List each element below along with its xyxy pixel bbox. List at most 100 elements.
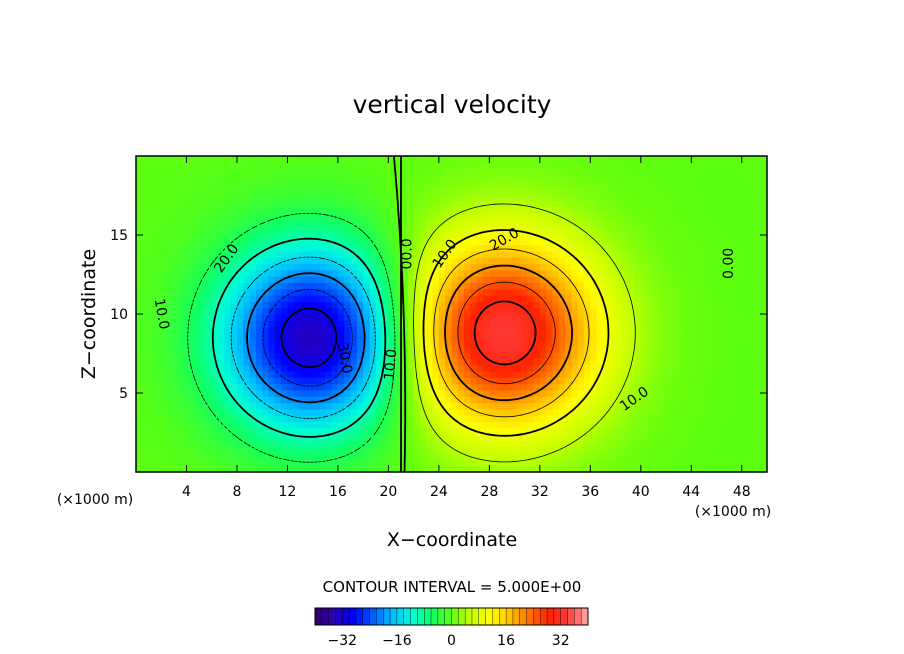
field-cell [741, 465, 749, 472]
field-cell [167, 408, 175, 416]
field-cell [224, 427, 232, 435]
field-cell [230, 389, 238, 397]
field-cell [432, 389, 440, 397]
field-cell [653, 301, 661, 309]
field-cell [640, 440, 648, 448]
field-cell [426, 269, 434, 277]
field-cell [678, 174, 686, 182]
field-cell [590, 339, 598, 347]
field-cell [293, 295, 301, 302]
field-cell [489, 288, 497, 296]
field-cell [312, 427, 320, 435]
field-cell [615, 434, 623, 441]
field-cell [274, 219, 282, 227]
field-cell [426, 314, 434, 321]
field-cell [647, 276, 655, 283]
field-cell [729, 212, 737, 220]
field-cell [243, 415, 251, 423]
field-cell [596, 168, 604, 176]
field-cell [211, 276, 219, 283]
field-cell [527, 326, 535, 334]
field-cell [716, 225, 724, 233]
field-cell [255, 320, 263, 328]
field-cell [577, 162, 585, 170]
field-cell [236, 250, 244, 258]
field-cell [243, 200, 251, 208]
field-cell [331, 193, 339, 201]
field-cell [748, 263, 755, 271]
field-cell [710, 326, 718, 334]
field-cell [697, 187, 705, 195]
field-cell [243, 276, 251, 283]
field-cell [287, 427, 295, 435]
field-cell [287, 459, 295, 467]
field-cell [678, 459, 686, 467]
field-cell [760, 187, 767, 195]
field-cell [621, 200, 629, 208]
field-cell [344, 276, 352, 283]
field-cell [363, 320, 371, 328]
field-cell [609, 314, 617, 321]
field-cell [192, 465, 200, 472]
field-cell [527, 301, 535, 309]
field-cell [760, 383, 767, 391]
field-cell [388, 345, 396, 353]
field-cell [344, 269, 352, 277]
field-cell [684, 212, 692, 220]
field-cell [514, 459, 522, 467]
field-cell [306, 212, 314, 220]
field-cell [268, 440, 276, 448]
field-cell [476, 459, 484, 467]
field-cell [300, 453, 307, 460]
field-cell [640, 282, 648, 290]
field-cell [659, 314, 667, 321]
field-cell [369, 257, 377, 265]
field-cell [306, 301, 314, 309]
field-cell [407, 402, 415, 410]
field-cell [413, 389, 421, 397]
field-cell [628, 459, 636, 467]
field-cell [634, 358, 642, 366]
field-cell [230, 307, 238, 315]
field-cell [426, 440, 434, 448]
field-cell [527, 257, 535, 265]
field-cell [224, 187, 232, 195]
field-cell [653, 415, 661, 423]
field-cell [356, 446, 364, 454]
field-cell [287, 238, 295, 246]
field-cell [363, 415, 371, 423]
field-cell [325, 415, 333, 423]
field-cell [628, 193, 636, 201]
field-cell [255, 402, 263, 410]
field-cell [375, 276, 383, 283]
field-cell [520, 181, 528, 189]
field-cell [445, 276, 453, 283]
field-cell [640, 295, 648, 302]
field-cell [697, 383, 705, 391]
field-cell [356, 459, 364, 467]
field-cell [249, 168, 257, 176]
field-cell [142, 282, 150, 290]
field-cell [602, 250, 610, 258]
field-cell [533, 282, 541, 290]
field-cell [199, 263, 207, 271]
field-cell [666, 250, 673, 258]
field-cell [634, 187, 642, 195]
field-cell [407, 219, 415, 227]
field-cell [514, 383, 522, 391]
field-cell [388, 307, 396, 315]
field-cell [697, 212, 705, 220]
field-cell [710, 446, 718, 454]
field-cell [363, 389, 371, 397]
field-cell [596, 326, 604, 334]
field-cell [735, 288, 743, 296]
field-cell [344, 351, 352, 359]
field-cell [337, 225, 345, 233]
field-cell [501, 276, 509, 283]
field-cell [407, 257, 415, 265]
field-cell [394, 383, 402, 391]
field-cell [678, 402, 686, 410]
field-cell [236, 351, 244, 359]
field-cell [300, 282, 307, 290]
field-cell [476, 250, 484, 258]
